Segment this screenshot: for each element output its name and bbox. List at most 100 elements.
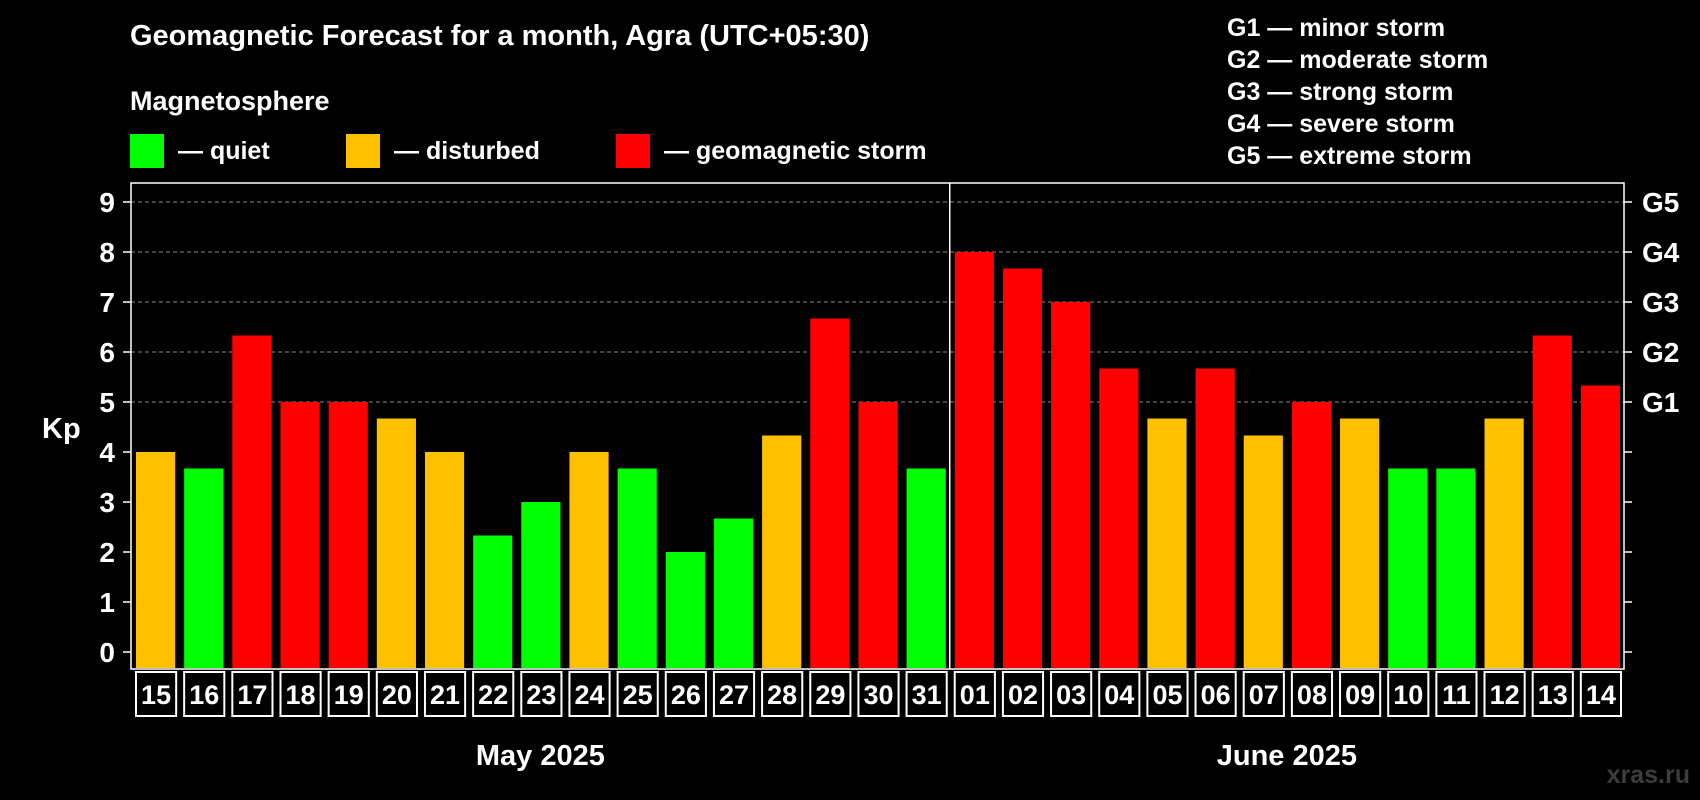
day-label-22: 22 [478, 680, 508, 710]
bar-07 [1243, 435, 1283, 668]
legend-storm-label: — geomagnetic storm [664, 136, 927, 165]
bar-26 [665, 552, 705, 668]
g-scale-label-g1: G1 [1642, 387, 1679, 418]
g-scale-label-g3: G3 [1642, 287, 1679, 318]
bar-28 [762, 435, 802, 668]
day-label-24: 24 [575, 680, 605, 710]
day-label-08: 08 [1297, 680, 1327, 710]
plot-frame [130, 182, 1625, 670]
bar-21 [424, 452, 465, 668]
day-box [664, 671, 707, 717]
day-box [135, 671, 178, 717]
bar-06 [1195, 368, 1235, 668]
y-tick-label: 5 [99, 387, 115, 418]
day-box [520, 671, 563, 717]
day-box [712, 671, 756, 717]
day-label-13: 13 [1538, 680, 1568, 710]
chart-title: Geomagnetic Forecast for a month, Agra (… [130, 20, 870, 52]
storm-scale-g1: G1 — minor storm [1227, 14, 1446, 42]
day-label-17: 17 [237, 680, 267, 710]
y-tick-label: 1 [99, 587, 115, 618]
legend-quiet: — quiet [130, 134, 270, 168]
day-label-02: 02 [1008, 680, 1038, 710]
day-box [1098, 671, 1141, 717]
quiet-swatch [130, 134, 164, 168]
watermark: xras.ru [1606, 761, 1690, 789]
bar-22 [473, 535, 513, 668]
day-label-06: 06 [1201, 680, 1231, 710]
bar-11 [1436, 468, 1476, 668]
day-box [857, 671, 900, 717]
bar-02 [1002, 268, 1043, 668]
day-box [279, 671, 322, 717]
bar-03 [1051, 302, 1091, 668]
bar-19 [328, 402, 368, 668]
disturbed-swatch [346, 134, 380, 168]
bar-12 [1484, 418, 1524, 668]
day-label-04: 04 [1104, 680, 1134, 710]
storm-swatch [616, 134, 650, 168]
y-tick-label: 7 [99, 287, 115, 318]
day-box [1146, 671, 1189, 717]
day-box [1242, 671, 1285, 717]
day-box [231, 671, 274, 717]
storm-scale-legend: G1 — minor storm G2 — moderate storm G3 … [1227, 12, 1488, 172]
day-box [423, 671, 467, 717]
legend-disturbed: — disturbed [346, 134, 540, 168]
day-label-01: 01 [960, 680, 990, 710]
bar-05 [1147, 418, 1187, 668]
bar-09 [1340, 418, 1380, 668]
day-label-15: 15 [141, 680, 171, 710]
storm-scale-g2: G2 — moderate storm [1227, 46, 1489, 74]
y-tick-label: 0 [99, 637, 115, 668]
day-box [1387, 671, 1430, 717]
magnetosphere-label: Magnetosphere [130, 86, 330, 116]
bar-01 [954, 252, 994, 668]
day-label-05: 05 [1152, 680, 1182, 710]
day-box [809, 671, 852, 717]
bar-31 [906, 468, 946, 668]
day-box [905, 671, 948, 717]
day-box [953, 671, 996, 717]
day-label-09: 09 [1345, 680, 1375, 710]
day-box [1339, 671, 1382, 717]
storm-scale-g3: G3 — strong storm [1227, 78, 1454, 106]
day-label-31: 31 [912, 680, 942, 710]
bar-14 [1580, 385, 1620, 668]
bar-24 [569, 452, 609, 668]
day-label-20: 20 [382, 680, 412, 710]
y-tick-label: 4 [99, 437, 115, 468]
day-label-19: 19 [334, 680, 364, 710]
day-label-23: 23 [526, 680, 556, 710]
storm-scale-g4: G4 — severe storm [1227, 110, 1455, 138]
day-label-27: 27 [719, 680, 749, 710]
bar-17 [232, 335, 272, 668]
legend-quiet-label: — quiet [178, 136, 270, 165]
y-tick-label: 3 [99, 487, 115, 518]
g-scale-label-g5: G5 [1642, 187, 1679, 218]
day-box [616, 671, 659, 717]
bar-25 [617, 468, 657, 668]
day-label-14: 14 [1586, 680, 1616, 710]
day-label-03: 03 [1056, 680, 1086, 710]
day-box [1531, 671, 1574, 717]
day-box [375, 671, 418, 717]
day-label-28: 28 [767, 680, 797, 710]
day-label-18: 18 [286, 680, 316, 710]
storm-scale-g5: G5 — extreme storm [1227, 142, 1472, 170]
day-box [1579, 671, 1623, 717]
y-tick-label: 9 [99, 187, 115, 218]
day-label-11: 11 [1442, 680, 1471, 710]
bar-23 [521, 502, 561, 668]
day-box [472, 671, 515, 717]
bar-10 [1388, 468, 1428, 668]
day-label-25: 25 [623, 680, 653, 710]
bar-16 [184, 468, 224, 668]
day-label-30: 30 [863, 680, 893, 710]
y-tick-label: 8 [99, 237, 115, 268]
day-label-10: 10 [1393, 680, 1423, 710]
y-tick-label: 6 [99, 337, 115, 368]
legend-disturbed-label: — disturbed [394, 136, 540, 165]
bar-27 [713, 518, 754, 668]
